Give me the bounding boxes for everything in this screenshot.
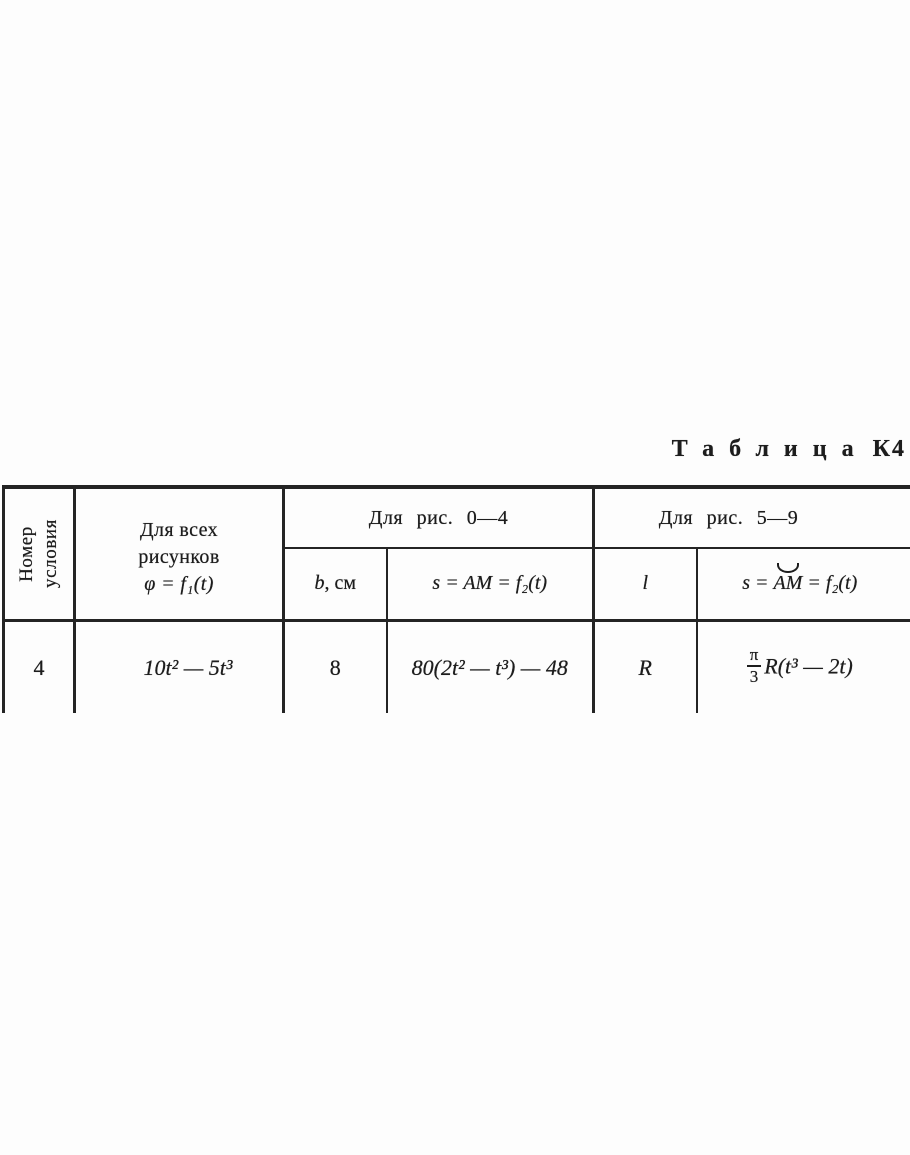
fraction-numerator: π [746,645,762,668]
b-value: 8 [329,655,341,681]
table-title-word: Таблица [671,436,869,462]
subheader-s-am-fig04-formula: s = AM = f₂(t) [432,572,548,595]
arc-over-am: AM [773,563,803,595]
s-fig59-formula-rest: R(t³ — 2t) [764,653,853,679]
header-group-fig-0-4: Для рис. 0—4 [282,487,594,549]
header-group-fig-5-9-label: Для рис. 5—9 [658,506,799,529]
subheader-s-arc-am-fig59: s = AM = f₂(t) [695,548,910,622]
cell-b-value: 8 [282,620,387,713]
subheader-s-arc-suffix: = f₂(t) [802,572,858,595]
subheader-b-unit: , см [324,572,357,595]
subheader-b-cm: b, см [282,548,387,622]
header-group-fig-5-9: Для рис. 5—9 [592,487,910,549]
header-condition-number-text: Номер условия [15,518,63,588]
header-all-figures: Для всех рисунков φ = f₁(t) [73,487,284,622]
l-value: R [638,655,652,681]
subheader-s-am-fig04: s = AM = f₂(t) [385,548,594,622]
table-title-number: К4 [872,436,906,462]
s-fig04-formula-value: 80(2t² — t³) — 48 [411,655,568,681]
header-group-fig-0-4-label: Для рис. 0—4 [368,506,509,529]
fraction-denominator: 3 [749,667,759,687]
cell-s-fig04-formula: 80(2t² — t³) — 48 [385,620,594,713]
subheader-l: l [592,548,697,622]
header-all-figures-formula: φ = f₁(t) [144,573,214,596]
cell-l-value: R [592,620,697,713]
subheader-b-var: b [314,572,325,595]
header-condition-number: Номер условия [2,487,75,622]
condition-number-value: 4 [33,655,45,681]
cell-condition-number: 4 [2,620,75,713]
header-all-figures-line2: рисунков [138,546,220,569]
conditions-table: Номер условия Для всех рисунков φ = f₁(t… [2,485,910,713]
cell-phi-formula: 10t² — 5t³ [73,620,284,713]
table-title: Таблица К4 [672,436,906,463]
header-condition-number-line2: условия [40,518,61,588]
subheader-s-arc-prefix: s = [742,572,774,595]
table-k4: Номер условия Для всех рисунков φ = f₁(t… [2,485,910,713]
header-all-figures-line1: Для всех [139,519,219,542]
phi-formula-value: 10t² — 5t³ [143,655,233,681]
header-condition-number-line1: Номер [16,525,37,582]
header-all-figures-text: Для всех рисунков φ = f₁(t) [78,509,283,598]
subheader-l-var: l [642,572,649,595]
cell-s-fig59-formula: π 3 R(t³ — 2t) [695,620,910,713]
fraction-pi-over-3: π 3 [746,645,762,687]
